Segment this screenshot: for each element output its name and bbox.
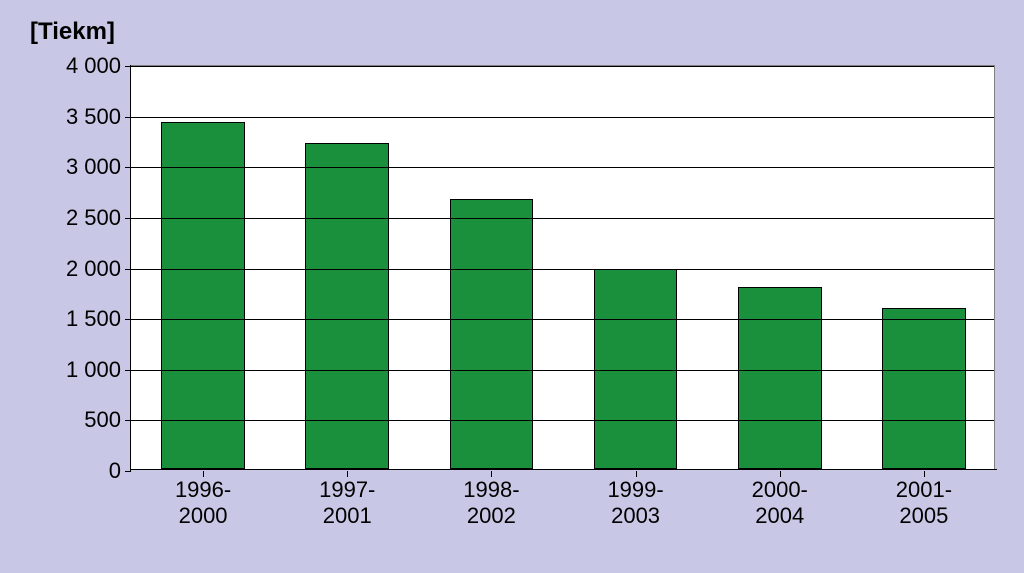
y-tick-label: 500 bbox=[84, 407, 131, 433]
x-tick-label: 1998- 2002 bbox=[463, 469, 519, 529]
gridline bbox=[131, 167, 994, 168]
y-tick-label: 2 500 bbox=[66, 205, 131, 231]
y-tick-label: 3 500 bbox=[66, 104, 131, 130]
gridline bbox=[131, 420, 994, 421]
plot-area: 05001 0001 5002 0002 5003 0003 5004 0001… bbox=[130, 65, 995, 470]
bar bbox=[450, 199, 534, 469]
gridline bbox=[131, 370, 994, 371]
bar bbox=[161, 122, 245, 469]
x-tick-label: 1999- 2003 bbox=[607, 469, 663, 529]
x-tick-label: 2001- 2005 bbox=[896, 469, 952, 529]
x-tick-label: 1996- 2000 bbox=[175, 469, 231, 529]
y-tick-label: 4 000 bbox=[66, 53, 131, 79]
bar bbox=[738, 287, 822, 469]
x-axis-line bbox=[130, 469, 997, 470]
x-tick-label: 2000- 2004 bbox=[752, 469, 808, 529]
y-axis-line bbox=[130, 65, 131, 472]
y-tick-label: 3 000 bbox=[66, 154, 131, 180]
chart-container: [Tiekm] 05001 0001 5002 0002 5003 0003 5… bbox=[0, 0, 1024, 573]
y-tick-label: 1 000 bbox=[66, 357, 131, 383]
x-tick-label: 1997- 2001 bbox=[319, 469, 375, 529]
gridline bbox=[131, 117, 994, 118]
y-tick-label: 0 bbox=[109, 458, 131, 484]
gridline bbox=[131, 269, 994, 270]
bars-layer bbox=[131, 66, 994, 469]
gridline bbox=[131, 218, 994, 219]
y-tick-label: 1 500 bbox=[66, 306, 131, 332]
gridline bbox=[131, 66, 994, 67]
y-axis-title: [Tiekm] bbox=[30, 18, 115, 46]
y-tick-label: 2 000 bbox=[66, 256, 131, 282]
bar bbox=[882, 308, 966, 469]
gridline bbox=[131, 319, 994, 320]
